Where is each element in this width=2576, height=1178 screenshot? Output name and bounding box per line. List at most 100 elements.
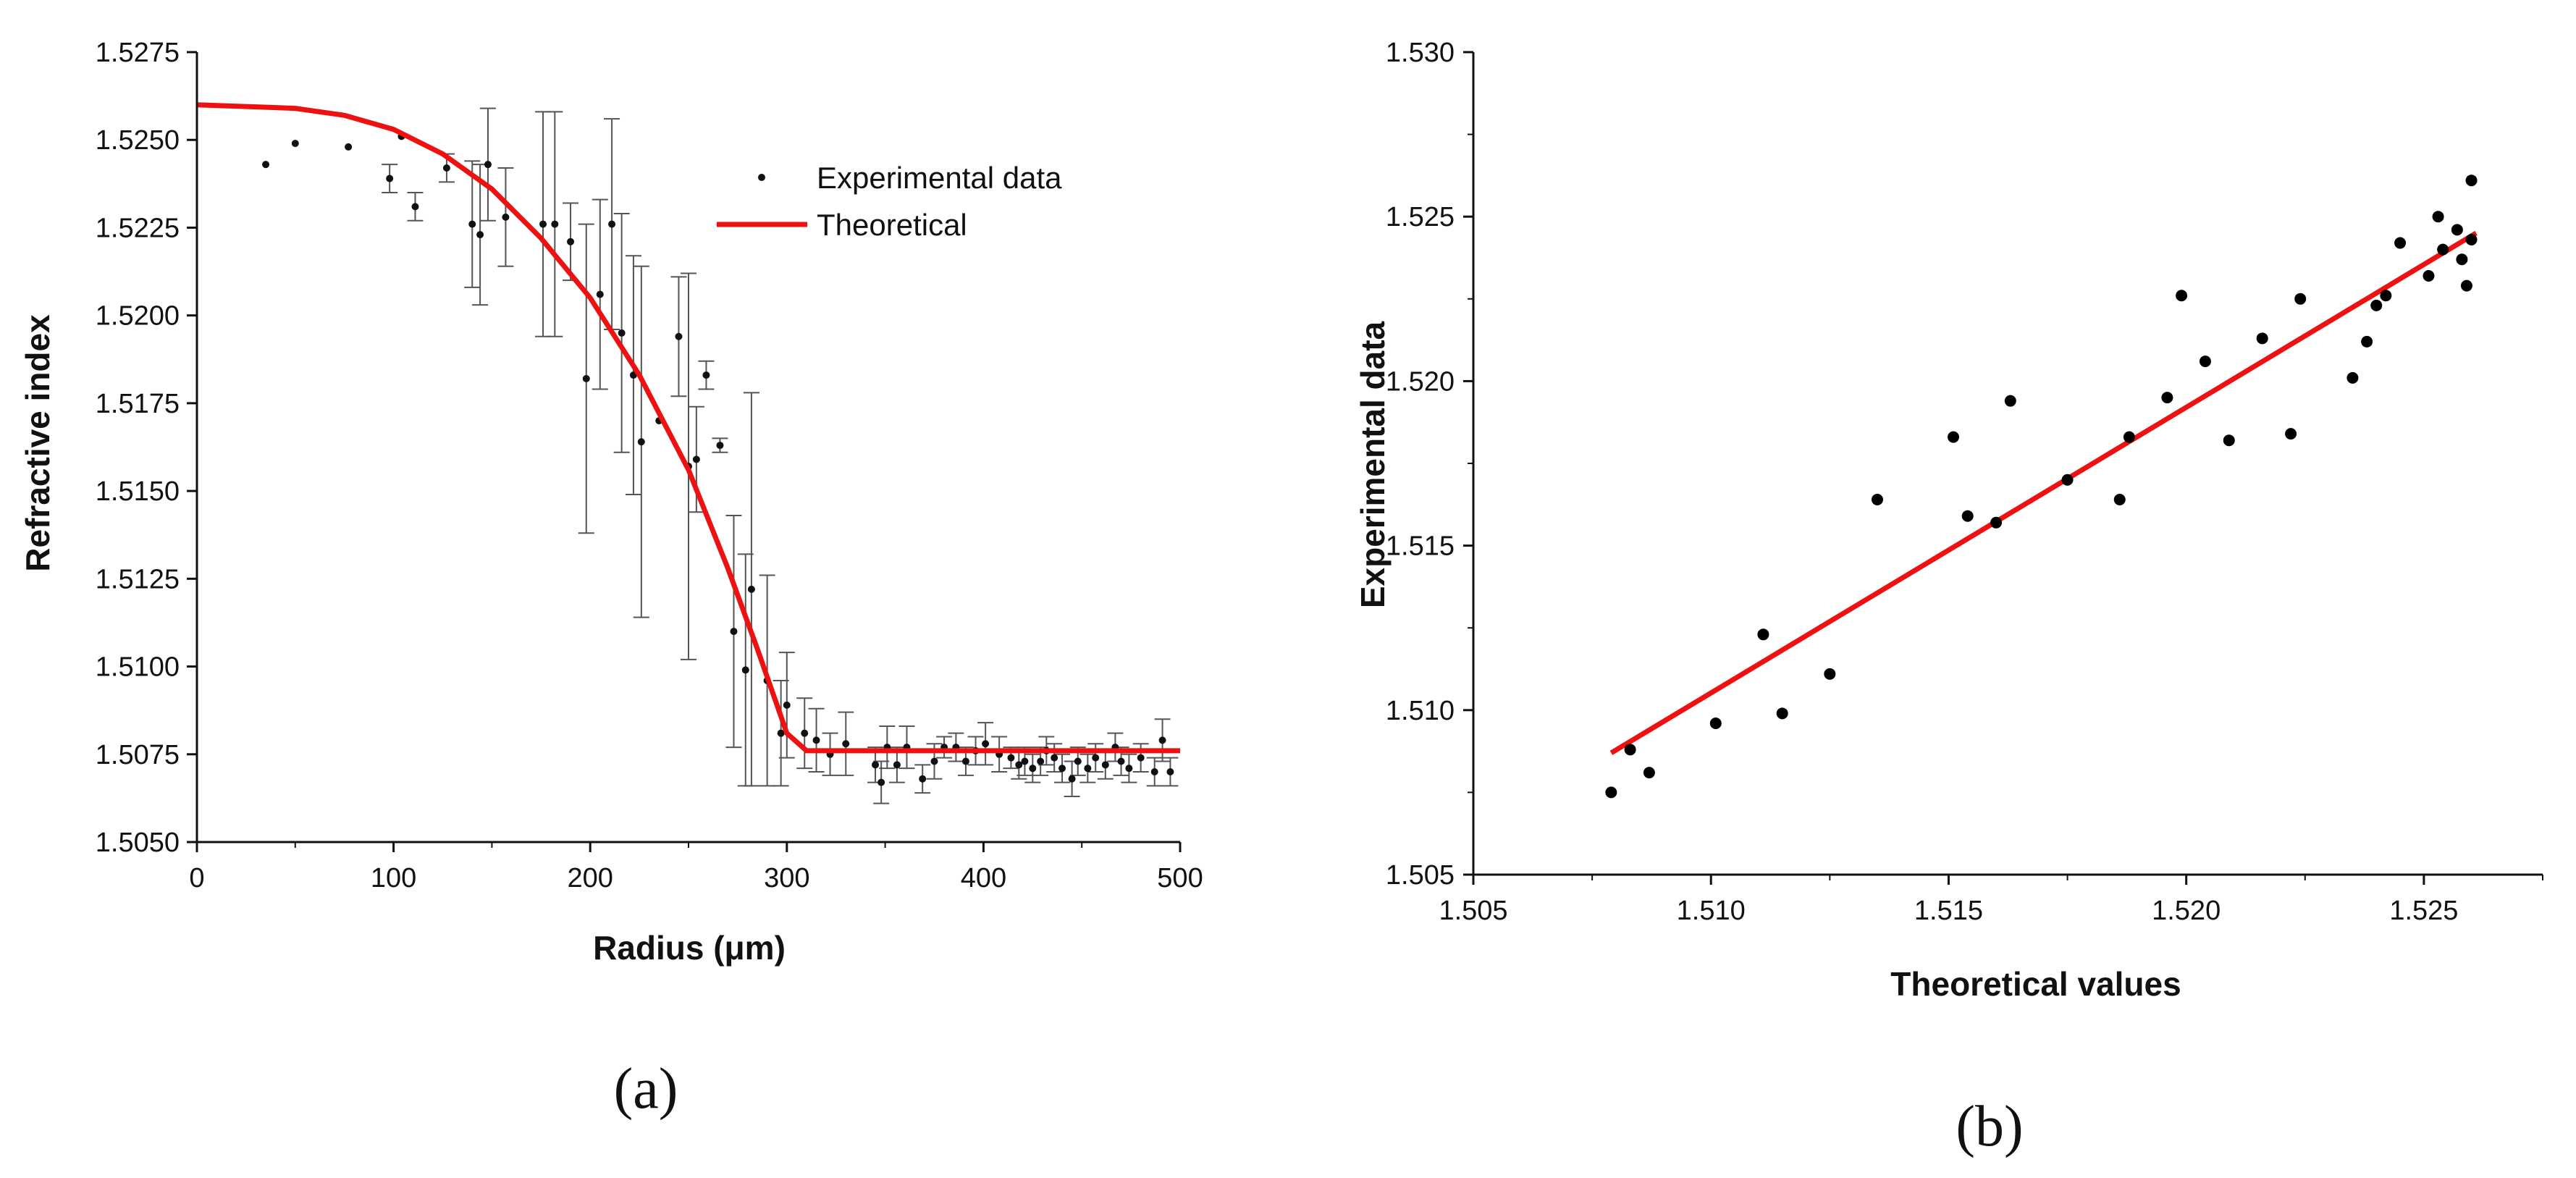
panel-a-refractive-profile: 0 100 200 300 400 500 1.5050 1.5075 1.5100 1.5125… xyxy=(19,38,1203,1121)
panel-b-correlation: 1.505 1.510 1.515 1.520 1.525 1.505 1.510 1.515… xyxy=(1354,38,2543,1158)
data-point xyxy=(2423,269,2435,282)
data-point xyxy=(2456,253,2468,266)
x-tick-label: 1.510 xyxy=(1677,896,1746,926)
panel-b-x-axis-label: Theoretical values xyxy=(1890,965,2181,1003)
y-tick-label: 1.5200 xyxy=(96,301,180,332)
experimental-point xyxy=(1037,757,1045,765)
data-point xyxy=(1824,668,1836,680)
experimental-point xyxy=(872,761,880,769)
y-tick-label: 1.510 xyxy=(1386,696,1455,726)
experimental-point xyxy=(1101,761,1109,769)
y-tick-label: 1.5150 xyxy=(96,476,180,507)
panel-a-theoretical-line xyxy=(196,102,1180,754)
experimental-point xyxy=(961,757,969,765)
data-point xyxy=(2460,279,2472,292)
experimental-point xyxy=(675,332,683,340)
data-point xyxy=(2256,332,2268,345)
x-tick-label: 1.505 xyxy=(1439,896,1507,926)
experimental-point xyxy=(476,231,484,239)
experimental-point xyxy=(1068,775,1076,783)
experimental-point xyxy=(1021,757,1029,765)
legend-label-experimental: Experimental data xyxy=(817,161,1062,195)
data-point xyxy=(1871,493,1883,505)
experimental-point xyxy=(345,143,353,151)
experimental-point xyxy=(637,438,645,446)
experimental-point xyxy=(1029,765,1037,773)
data-point xyxy=(2223,434,2235,447)
panel-b-data-points xyxy=(1605,174,2478,799)
experimental-point xyxy=(919,775,927,783)
experimental-point xyxy=(877,778,885,786)
data-point xyxy=(2161,392,2173,404)
data-point xyxy=(2432,211,2444,223)
panel-a-legend: Experimental data Theoretical xyxy=(717,161,1062,242)
data-point xyxy=(2380,290,2392,302)
experimental-point xyxy=(1137,754,1145,762)
y-tick-label: 1.5250 xyxy=(96,125,180,156)
panel-a-x-axis-label: Radius (μm) xyxy=(593,929,786,967)
x-tick-label: 1.525 xyxy=(2389,896,2458,926)
data-point xyxy=(2437,243,2449,256)
y-tick-label: 1.5100 xyxy=(96,652,180,683)
data-point xyxy=(1643,767,1655,779)
experimental-point xyxy=(1166,768,1174,776)
experimental-point xyxy=(551,220,559,228)
y-tick-label: 1.5225 xyxy=(96,213,180,243)
y-tick-label: 1.5175 xyxy=(96,389,180,419)
experimental-point xyxy=(1117,757,1125,765)
experimental-point xyxy=(484,161,492,169)
experimental-point xyxy=(502,213,510,221)
experimental-point xyxy=(539,220,547,228)
experimental-point xyxy=(1051,754,1058,762)
data-point xyxy=(2004,395,2016,407)
experimental-point xyxy=(1125,765,1133,773)
experimental-point xyxy=(442,164,450,172)
data-point xyxy=(2465,174,2478,187)
y-tick-label: 1.525 xyxy=(1386,202,1455,232)
y-tick-label: 1.520 xyxy=(1386,366,1455,397)
experimental-point xyxy=(730,628,738,636)
y-tick-label: 1.5275 xyxy=(96,38,180,68)
x-tick-label: 0 xyxy=(189,863,204,893)
experimental-point xyxy=(747,585,755,593)
panel-a-axes-frame xyxy=(195,52,1180,843)
data-point xyxy=(2199,355,2211,368)
panel-a-error-bars xyxy=(382,107,1179,804)
experimental-point xyxy=(291,140,299,148)
panel-b-fit-line xyxy=(1609,230,2478,755)
data-point xyxy=(1776,707,1788,720)
experimental-point xyxy=(777,729,785,737)
panel-a-experimental-points xyxy=(262,132,1174,786)
experimental-point xyxy=(1015,761,1023,769)
data-point xyxy=(2370,299,2383,311)
experimental-point xyxy=(618,329,626,337)
experimental-point xyxy=(812,736,820,744)
data-point xyxy=(1961,510,1974,522)
experimental-point xyxy=(468,220,476,228)
panel-a-axis-ticks: 0 100 200 300 400 500 1.5050 1.5075 1.5100 1.5125… xyxy=(96,38,1203,893)
data-point xyxy=(2176,290,2188,302)
experimental-point xyxy=(702,371,710,379)
experimental-point xyxy=(783,701,791,709)
x-tick-label: 100 xyxy=(371,863,416,893)
experimental-point xyxy=(567,237,575,245)
experimental-point xyxy=(411,203,419,211)
experimental-point xyxy=(692,455,700,463)
experimental-point xyxy=(1007,754,1015,762)
x-tick-label: 400 xyxy=(961,863,1006,893)
experimental-point xyxy=(716,442,724,450)
data-point xyxy=(2451,224,2463,236)
panel-b-axis-ticks: 1.505 1.510 1.515 1.520 1.525 1.505 1.510 1.515… xyxy=(1386,38,2543,926)
y-tick-label: 1.5075 xyxy=(96,740,180,770)
experimental-point xyxy=(1092,754,1100,762)
data-point xyxy=(1709,717,1722,729)
x-tick-label: 500 xyxy=(1157,863,1203,893)
experimental-point xyxy=(1158,736,1166,744)
experimental-point xyxy=(608,220,616,228)
data-point xyxy=(2361,335,2373,348)
panel-b-axes-frame xyxy=(1472,52,2543,876)
experimental-point xyxy=(1058,765,1066,773)
data-point xyxy=(2113,493,2126,505)
panel-a-caption: (a) xyxy=(614,1057,678,1121)
y-tick-label: 1.530 xyxy=(1386,38,1455,68)
